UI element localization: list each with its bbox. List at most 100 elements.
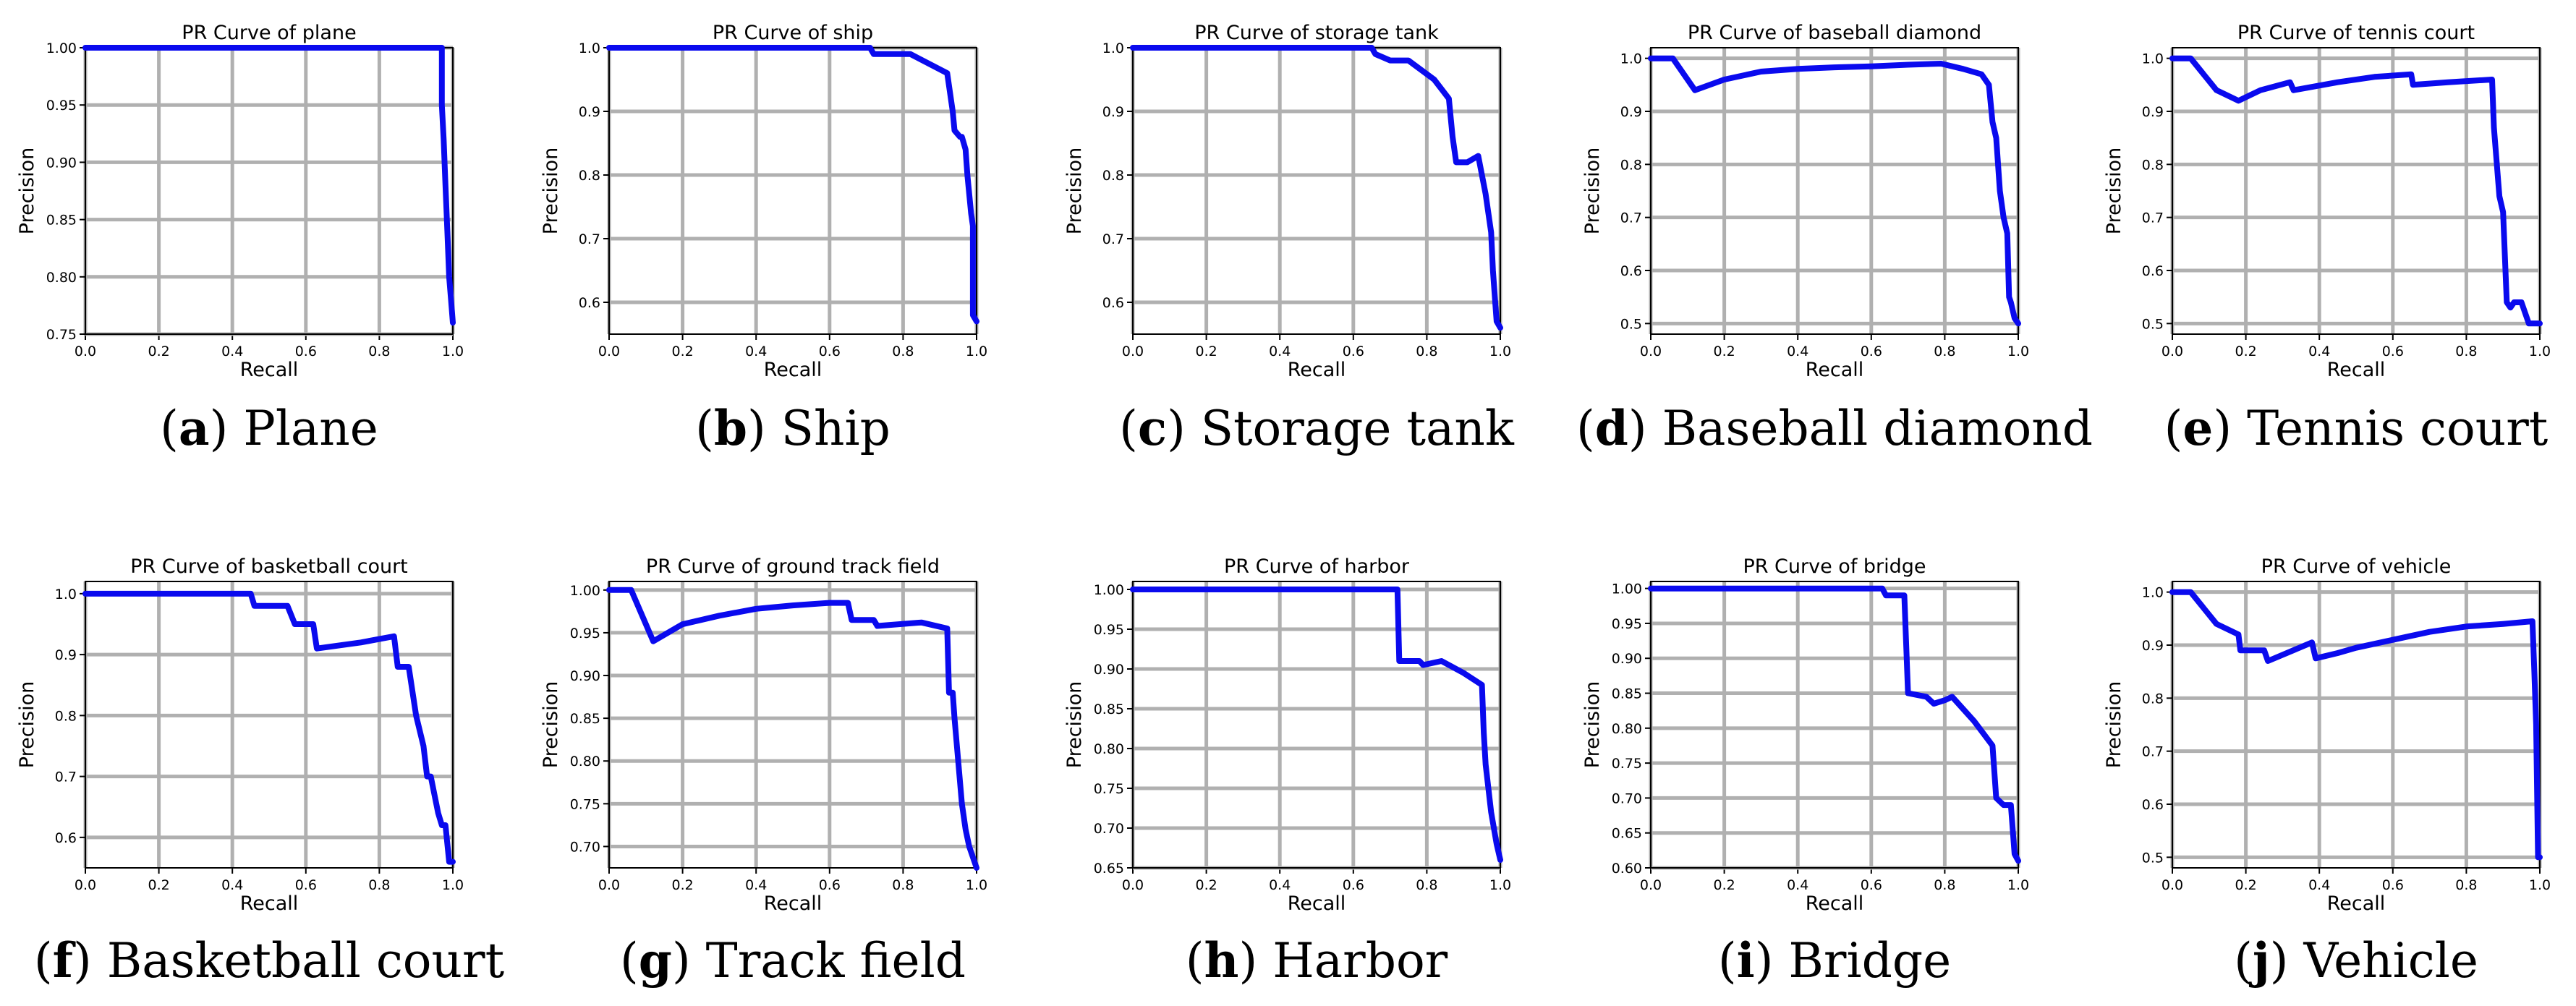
caption-label: Bridge (1788, 933, 1951, 989)
y-tick-label: 1.0 (2142, 585, 2164, 601)
caption-letter: j (2249, 932, 2270, 989)
pr-chart-6: 0.0 0.2 0.4 0.6 0.8 1.0 0.6 0.7 0.8 0.9 1.0 PR Curv… (16, 555, 504, 989)
x-tick-label: 0.2 (2235, 877, 2256, 893)
plot-frame (1132, 581, 1501, 869)
pr-chart-10: 0.0 0.2 0.4 0.6 0.8 1.0 0.5 0.6 0.7 0.8 0.9 1.0 PR C… (2103, 555, 2551, 989)
caption-label: Plane (243, 401, 378, 456)
chart-title: PR Curve of plane (182, 22, 356, 44)
caption-letter: a (179, 400, 210, 456)
subfigure-caption: (e) Tennis court (2164, 400, 2549, 456)
x-tick-label: 1.0 (2529, 344, 2551, 359)
x-tick-label: 0.6 (1343, 344, 1364, 359)
x-tick-label: 1.0 (442, 877, 464, 893)
x-tick-label: 1.0 (2007, 877, 2029, 893)
y-tick-label: 1.00 (46, 41, 77, 56)
caption-close-paren: ) (2270, 933, 2304, 989)
x-tick-label: 0.0 (1122, 877, 1144, 893)
caption-label: Basketball court (107, 933, 504, 989)
x-tick-label: 0.6 (295, 344, 317, 359)
y-tick-label: 0.85 (1612, 686, 1642, 702)
x-axis-label: Recall (1288, 892, 1346, 915)
y-tick-label: 0.95 (1094, 622, 1124, 638)
pr-chart-9: 0.0 0.2 0.4 0.6 0.8 1.0 0.60 0.65 0.70 0.75 0.80 0.… (1581, 555, 2029, 989)
pr-curve-line (1130, 45, 1503, 331)
x-tick-label: 0.2 (148, 877, 169, 893)
caption-close-paren: ) (73, 933, 107, 989)
x-tick-label: 1.0 (966, 344, 987, 359)
y-tick-label: 0.85 (1094, 702, 1124, 717)
y-tick-label: 0.6 (579, 295, 600, 311)
subfigure-caption: (h) Harbor (1186, 932, 1448, 989)
chart-title: PR Curve of bridge (1743, 555, 1926, 578)
plot-frame (1650, 47, 2019, 335)
pr-chart-7: 0.0 0.2 0.4 0.6 0.8 1.0 0.70 0.75 0.80 0.85 0.90 0.… (540, 555, 987, 989)
caption-open-paren: ( (34, 933, 53, 989)
x-tick-label: 0.2 (671, 344, 693, 359)
x-tick-label: 0.8 (1934, 877, 1955, 893)
caption-open-paren: ( (1119, 401, 1138, 456)
y-tick-label: 0.90 (1094, 662, 1124, 678)
y-tick-label: 1.00 (570, 583, 600, 599)
x-tick-label: 0.0 (2161, 344, 2183, 359)
x-tick-label: 1.0 (1489, 344, 1511, 359)
y-tick-label: 0.9 (1102, 104, 1124, 120)
y-tick-label: 0.90 (1612, 651, 1642, 667)
chart-title: PR Curve of basketball court (130, 555, 408, 578)
x-tick-label: 0.4 (1269, 877, 1291, 893)
y-axis-label: Precision (540, 148, 562, 234)
x-tick-label: 0.8 (1934, 344, 1955, 359)
x-tick-label: 0.8 (2455, 877, 2477, 893)
plot-frame (608, 47, 977, 335)
x-tick-label: 0.8 (368, 344, 390, 359)
x-tick-label: 0.6 (1861, 344, 1882, 359)
x-tick-label: 0.4 (2308, 344, 2330, 359)
x-tick-label: 1.0 (2007, 344, 2029, 359)
caption-close-paren: ) (1755, 933, 1789, 989)
chart-title: PR Curve of storage tank (1194, 22, 1439, 44)
y-tick-label: 0.5 (2142, 850, 2164, 866)
x-tick-label: 0.0 (1640, 344, 1662, 359)
caption-label: Baseball diamond (1662, 401, 2093, 456)
x-tick-label: 0.6 (295, 877, 317, 893)
y-tick-label: 0.9 (2142, 638, 2164, 654)
caption-open-paren: ( (695, 401, 714, 456)
pr-curve-line (82, 45, 456, 326)
y-axis-label: Precision (1581, 681, 1604, 768)
subfigure-caption: (i) Bridge (1718, 932, 1951, 989)
caption-letter: f (53, 932, 76, 989)
x-tick-label: 0.4 (745, 877, 767, 893)
caption-letter: g (639, 932, 672, 989)
y-tick-label: 0.75 (570, 796, 600, 812)
caption-close-paren: ) (672, 933, 706, 989)
x-tick-label: 0.2 (671, 877, 693, 893)
pr-curve-line (1648, 585, 2021, 864)
x-tick-label: 0.2 (1195, 877, 1217, 893)
subfigure-caption: (g) Track field (620, 932, 966, 989)
caption-letter: e (2182, 400, 2213, 456)
chart-title: PR Curve of ground track field (646, 555, 940, 578)
y-tick-label: 0.75 (1094, 781, 1124, 797)
x-tick-label: 0.4 (1787, 344, 1808, 359)
x-axis-label: Recall (2327, 892, 2386, 915)
x-tick-label: 0.0 (1122, 344, 1144, 359)
y-tick-label: 0.85 (46, 213, 77, 229)
x-tick-label: 0.4 (745, 344, 767, 359)
y-tick-label: 0.80 (46, 270, 77, 286)
x-tick-label: 0.4 (221, 877, 243, 893)
chart-title: PR Curve of harbor (1224, 555, 1410, 578)
pr-chart-2: 0.0 0.2 0.4 0.6 0.8 1.0 0.6 0.7 0.8 0.9 1.0 PR Curv… (540, 22, 987, 456)
y-tick-label: 0.70 (1094, 821, 1124, 837)
y-tick-label: 0.5 (1620, 316, 1642, 332)
y-tick-label: 0.6 (1620, 263, 1642, 279)
x-tick-label: 1.0 (2529, 877, 2551, 893)
x-tick-label: 0.4 (221, 344, 243, 359)
caption-open-paren: ( (2164, 401, 2183, 456)
subfigure-caption: (c) Storage tank (1119, 400, 1515, 456)
pr-chart-5: 0.0 0.2 0.4 0.6 0.8 1.0 0.5 0.6 0.7 0.8 0.9 1.0 PR C… (2103, 22, 2551, 456)
pr-chart-3: 0.0 0.2 0.4 0.6 0.8 1.0 0.6 0.7 0.8 0.9 1.0 PR Curv… (1063, 22, 1515, 456)
caption-label: Vehicle (2303, 933, 2478, 989)
caption-close-paren: ) (1628, 401, 1662, 456)
caption-open-paren: ( (1576, 401, 1595, 456)
chart-title: PR Curve of vehicle (2261, 555, 2452, 578)
caption-open-paren: ( (1186, 933, 1204, 989)
